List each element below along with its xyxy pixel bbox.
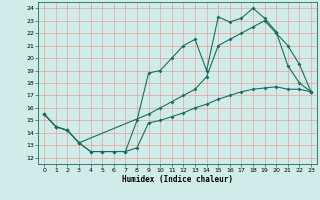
X-axis label: Humidex (Indice chaleur): Humidex (Indice chaleur) [122,175,233,184]
